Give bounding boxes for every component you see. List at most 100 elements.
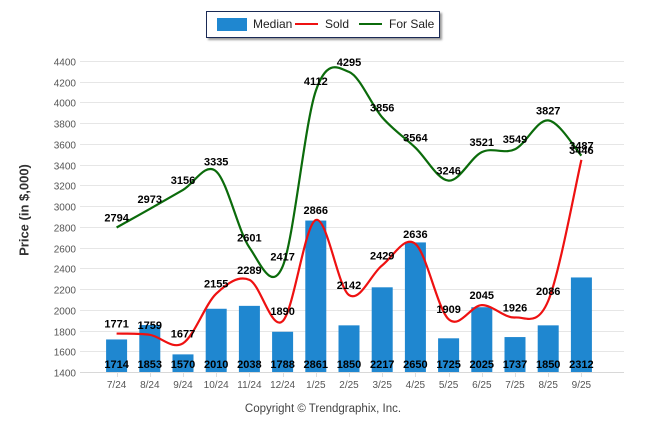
y-tick-label: 1400 (54, 369, 77, 380)
x-tick-label: 10/24 (204, 380, 229, 391)
for-sale-data-label: 3521 (470, 137, 494, 149)
x-tick-label: 9/24 (173, 380, 193, 391)
for-sale-data-label: 3335 (204, 156, 228, 168)
y-tick-label: 3400 (54, 162, 77, 173)
sold-data-label: 2866 (304, 205, 328, 217)
sold-data-label: 2155 (204, 279, 228, 291)
for-sale-data-label: 4295 (337, 57, 361, 69)
y-tick-label: 4400 (54, 58, 77, 69)
x-tick-label: 9/25 (572, 380, 592, 391)
bar-9-25 (570, 277, 592, 372)
gridlines (80, 61, 624, 373)
x-tick-label: 2/25 (339, 380, 359, 391)
data-labels: 1714 1853 1570 2010 2038 1788 2861 1850 2217 2650… (104, 57, 593, 371)
for-sale-data-label: 4112 (304, 76, 328, 88)
legend-label: Sold (325, 17, 350, 31)
legend-label: Median (253, 17, 293, 31)
legend-label: For Sale (389, 17, 435, 31)
sold-data-label: 1909 (436, 304, 460, 316)
for-sale-line-icon (359, 23, 382, 25)
median-data-label: 1850 (536, 359, 560, 371)
for-sale-data-label: 3487 (569, 141, 593, 153)
series-lines (116, 66, 583, 347)
y-tick-label: 2000 (54, 307, 77, 318)
x-tick-label: 5/25 (439, 380, 459, 391)
y-tick-label: 1800 (54, 328, 77, 339)
bar-6-25 (471, 307, 493, 372)
median-data-label: 1570 (171, 359, 195, 371)
legend-item-for-sale[interactable]: For Sale (359, 17, 434, 31)
x-axis: 7/24 8/24 9/24 10/24 11/24 12/24 1/25 2/25 3/25 4… (80, 372, 624, 391)
bar-7-25 (504, 337, 526, 372)
bar-2-25 (338, 325, 360, 372)
sold-data-label: 1890 (270, 306, 294, 318)
median-data-label: 2010 (204, 359, 228, 371)
x-tick-label: 6/25 (472, 380, 492, 391)
y-tick-label: 1600 (54, 348, 77, 359)
x-tick-label: 7/25 (505, 380, 525, 391)
median-data-label: 1853 (138, 359, 162, 371)
x-tick-label: 11/24 (237, 380, 262, 391)
median-data-label: 1850 (337, 359, 361, 371)
x-tick-label: 7/24 (107, 380, 127, 391)
y-tick-label: 2800 (54, 224, 77, 235)
sold-line-icon (295, 23, 318, 25)
legend-item-sold[interactable]: Sold (295, 17, 349, 31)
y-tick-label: 2600 (54, 245, 77, 256)
y-tick-label: 4000 (54, 99, 77, 110)
y-tick-label: 2400 (54, 265, 77, 276)
for-sale-data-label: 2601 (237, 232, 261, 244)
bar-5-25 (438, 338, 460, 372)
median-data-label: 2038 (237, 359, 261, 371)
sold-data-label: 3446 (569, 145, 593, 157)
y-tick-label: 3200 (54, 182, 77, 193)
for-sale-data-label: 2973 (138, 194, 162, 206)
for-sale-data-label: 3549 (503, 134, 527, 146)
median-data-label: 1725 (436, 359, 460, 371)
y-axis-ticks: 1400 1600 1800 2000 2200 2400 2600 2800 3000 3200… (54, 58, 77, 380)
median-data-label: 2217 (370, 359, 394, 371)
legend-item-median[interactable]: Median (217, 17, 292, 31)
median-data-label: 1788 (270, 359, 294, 371)
sold-data-label: 2289 (237, 265, 261, 277)
x-tick-label: 1/25 (306, 380, 326, 391)
sold-data-label: 1926 (503, 302, 527, 314)
y-tick-label: 3800 (54, 120, 77, 131)
x-tick-label: 3/25 (372, 380, 392, 391)
sold-data-label: 2429 (370, 250, 394, 262)
sold-data-label: 2636 (403, 229, 427, 241)
y-tick-label: 3000 (54, 203, 77, 214)
sold-data-label: 1759 (138, 320, 162, 332)
for-sale-data-label: 3856 (370, 102, 394, 114)
median-bars (106, 220, 592, 372)
legend: Median Sold For Sale (206, 11, 440, 38)
for-sale-data-label: 2794 (104, 212, 129, 224)
bar-9-24 (172, 354, 194, 372)
median-data-label: 2861 (304, 359, 328, 371)
bar-4-25 (404, 242, 426, 372)
bar-7-24 (106, 339, 128, 372)
for-sale-data-label: 3246 (436, 166, 460, 178)
bar-1-25 (305, 220, 327, 372)
median-data-label: 1737 (503, 359, 527, 371)
sold-data-label: 1771 (104, 319, 128, 331)
median-data-label: 1714 (104, 359, 129, 371)
x-tick-label: 8/24 (140, 380, 160, 391)
bar-12-24 (272, 331, 294, 372)
for-sale-data-label: 3156 (171, 175, 195, 187)
bar-3-25 (371, 287, 393, 372)
x-tick-label: 12/24 (270, 380, 295, 391)
sold-data-label: 1677 (171, 328, 195, 340)
for-sale-data-label: 3827 (536, 105, 560, 117)
x-tick-label: 4/25 (406, 380, 426, 391)
sold-data-label: 2086 (536, 286, 560, 298)
for-sale-data-label: 2417 (270, 252, 294, 264)
for-sale-data-label: 3564 (403, 133, 428, 145)
for-sale-line (116, 66, 583, 278)
sold-data-label: 2045 (470, 290, 494, 302)
sold-line (116, 159, 583, 347)
y-tick-label: 3600 (54, 141, 77, 152)
bar-8-25 (537, 325, 559, 372)
copyright-text: Copyright © Trendgraphix, Inc. (244, 403, 402, 415)
